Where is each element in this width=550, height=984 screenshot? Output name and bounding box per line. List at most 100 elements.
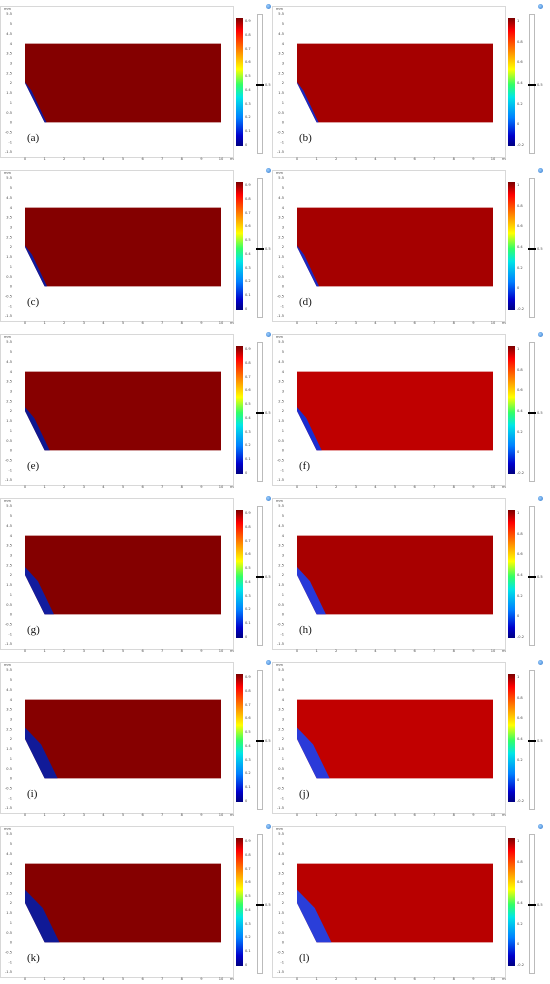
x-tick-label: 3: [83, 321, 85, 324]
x-tick-label: 3: [355, 977, 357, 980]
phase-front-region: [297, 567, 326, 615]
y-tick-label: 5.5: [6, 12, 12, 16]
threshold-marker: [256, 248, 264, 250]
panel-letter: (l): [299, 952, 310, 964]
colorbar-tick-label: 0.3: [245, 429, 251, 434]
y-tick-label: 1.5: [6, 91, 12, 95]
threshold-label: 0.5: [537, 247, 543, 251]
x-tick-label: 5: [122, 485, 124, 488]
y-tick-label: 1.5: [278, 419, 284, 423]
y-tick-label: -1: [8, 796, 12, 800]
y-tick-label: 1.5: [278, 255, 284, 259]
y-tick-label: 3.5: [278, 52, 284, 56]
colorbar-tick-label: 0.6: [245, 716, 251, 721]
y-tick-label: 4.5: [278, 32, 284, 36]
domain-fill: [25, 371, 221, 451]
x-tick-label: 7: [433, 813, 435, 816]
y-tick-label: 5: [10, 842, 12, 846]
y-tick-label: 5: [282, 514, 284, 518]
plot-area: 012345678910mm5.554.543.532.521.510.50-0…: [276, 7, 506, 160]
x-tick-label: 5: [394, 649, 396, 652]
colorbar-tick-label: 0.8: [517, 859, 523, 864]
y-tick-label: 4: [282, 42, 285, 46]
x-tick-label: 3: [83, 977, 85, 980]
x-tick-label: 2: [335, 321, 337, 324]
x-tick-label: 0: [24, 157, 27, 160]
colorbar-tick-label: 0.6: [517, 60, 523, 65]
y-tick-label: 4: [10, 370, 13, 374]
x-tick-label: 6: [141, 485, 144, 488]
panel-letter: (g): [27, 624, 40, 636]
y-tick-label: 1: [10, 265, 12, 269]
y-tick-label: 3: [10, 881, 12, 885]
panel-d: 012345678910mm5.554.543.532.521.510.50-0…: [272, 168, 544, 328]
x-tick-label: 9: [472, 813, 475, 816]
x-tick-label: 4: [374, 977, 377, 980]
x-tick-label: 10: [219, 321, 224, 324]
domain-fill: [297, 207, 493, 287]
x-tick-label: 10: [219, 157, 224, 160]
x-tick-label: 8: [453, 977, 456, 980]
colorbar-tick-label: 1: [517, 183, 520, 187]
y-unit-label: mm: [4, 827, 12, 831]
panel-letter: (i): [27, 788, 38, 800]
x-tick-label: 1: [315, 321, 317, 324]
y-tick-label: 0.5: [6, 931, 12, 935]
x-tick-label: 4: [102, 321, 105, 324]
colorbar: [236, 838, 243, 966]
colorbar-tick-label: 0.9: [245, 675, 251, 679]
x-tick-label: 6: [413, 485, 416, 488]
x-tick-label: 7: [433, 649, 435, 652]
y-tick-label: 4: [10, 862, 13, 866]
x-tick-label: 1: [43, 977, 45, 980]
phase-front-region: [297, 245, 320, 287]
y-tick-label: -0.5: [277, 622, 284, 626]
x-unit-label: mm: [502, 977, 506, 980]
phase-front-region: [25, 727, 58, 779]
panel-letter: (j): [299, 788, 310, 800]
phase-front-region: [25, 82, 47, 123]
y-tick-label: 1.5: [6, 747, 12, 751]
y-tick-label: 2: [282, 573, 284, 577]
y-tick-label: -0.5: [5, 950, 12, 954]
y-tick-label: 0: [282, 613, 285, 617]
comsol-logo-icon: [538, 496, 543, 501]
x-tick-label: 1: [315, 157, 317, 160]
y-tick-label: 1: [10, 429, 12, 433]
panel-c: 012345678910mm5.554.543.532.521.510.50-0…: [0, 168, 272, 328]
x-unit-label: mm: [502, 485, 506, 488]
colorbar: [236, 18, 243, 146]
x-tick-label: 10: [219, 977, 224, 980]
colorbar: [236, 346, 243, 474]
colorbar-tick-label: 0.4: [245, 415, 251, 420]
y-tick-label: 4.5: [6, 852, 12, 856]
y-tick-label: 0: [10, 449, 13, 453]
x-tick-label: 2: [63, 649, 65, 652]
x-unit-label: mm: [230, 321, 234, 324]
colorbar-tick-label: 0.3: [245, 921, 251, 926]
colorbar-tick-label: 0.2: [517, 429, 523, 434]
panel-f: 012345678910mm5.554.543.532.521.510.50-0…: [272, 332, 544, 492]
x-tick-label: 9: [200, 321, 203, 324]
colorbar: [236, 510, 243, 638]
y-tick-label: -0.5: [277, 294, 284, 298]
y-tick-label: 3.5: [6, 708, 12, 712]
x-tick-label: 2: [63, 977, 65, 980]
y-tick-label: 0.5: [278, 439, 284, 443]
x-tick-label: 5: [122, 649, 124, 652]
comsol-logo-icon: [538, 168, 543, 173]
y-tick-label: 3.5: [6, 544, 12, 548]
x-tick-label: 0: [296, 813, 299, 816]
y-tick-label: -0.5: [277, 950, 284, 954]
x-tick-label: 9: [472, 157, 475, 160]
domain-fill: [297, 43, 493, 123]
y-tick-label: 5.5: [278, 12, 284, 16]
colorbar-tick-label: 0.8: [517, 695, 523, 700]
colorbar-tick-label: -0.2: [517, 635, 525, 639]
x-unit-label: mm: [502, 649, 506, 652]
y-tick-label: 3: [10, 389, 12, 393]
x-unit-label: mm: [230, 157, 234, 160]
y-tick-label: 2: [10, 409, 12, 413]
threshold-label: 0.5: [537, 411, 543, 415]
colorbar-tick-label: 0.7: [245, 374, 251, 379]
